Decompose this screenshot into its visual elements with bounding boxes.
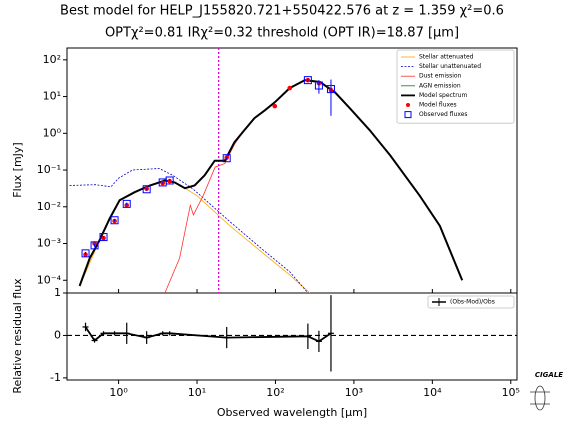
chart-title: Best model for HELP_J155820.721+550422.5… (60, 4, 504, 19)
series-line (78, 79, 464, 287)
plot-area (67, 295, 517, 372)
observed-flux (303, 76, 312, 85)
observed-flux (99, 233, 108, 242)
x-axis-label: Observed wavelength [μm] (217, 406, 367, 419)
y-tick-label: 10² (43, 53, 61, 66)
legend-label: Stellar unattenuated (419, 63, 481, 70)
legend-label: AGN emission (419, 82, 461, 89)
legend-label: Stellar attenuated (419, 54, 474, 61)
x-tick-label: 10⁵ (502, 386, 520, 399)
y-tick-label: 10⁻⁴ (37, 273, 62, 286)
legend-label: Model fluxes (419, 102, 457, 109)
observed-flux (326, 85, 335, 94)
residual-line (84, 326, 332, 343)
observed-flux (165, 176, 174, 185)
legend-label: (Obs-Mod)/Obs (450, 299, 495, 306)
observed-flux (90, 241, 99, 250)
y-tick-label: 10⁻³ (37, 237, 61, 250)
x-tick-label: 10¹ (188, 386, 206, 399)
y-tick-label: 10⁰ (43, 126, 62, 139)
y-tick-label: 1 (54, 286, 61, 299)
legend-box (396, 49, 515, 124)
plot-area (69, 48, 464, 293)
logo-text: CIGALE (535, 371, 563, 379)
y-axis-label: Relative residual flux (11, 278, 24, 394)
observed-flux (314, 81, 323, 90)
legend-label: Dust emission (419, 73, 462, 80)
y-tick-label: 0 (54, 328, 61, 341)
y-tick-label: 10⁻¹ (37, 163, 61, 176)
model-flux (287, 85, 293, 91)
x-tick-label: 10⁰ (109, 386, 128, 399)
plot-frame (66, 292, 518, 381)
legend-swatch (406, 103, 410, 107)
observed-flux (81, 249, 90, 258)
y-tick-label: 10¹ (43, 90, 61, 103)
x-tick-label: 10³ (345, 386, 363, 399)
model-flux (272, 103, 278, 109)
x-tick-label: 10⁴ (423, 386, 442, 399)
legend-label: Model spectrum (419, 92, 467, 99)
observed-flux (122, 199, 131, 208)
chart-subtitle: OPTχ²=0.81 IRχ²=0.32 threshold (OPT IR)=… (105, 26, 459, 41)
y-axis-label: Flux [mJy] (11, 142, 24, 197)
observed-flux (142, 185, 151, 194)
x-tick-label: 10² (266, 386, 284, 399)
observed-flux (222, 154, 231, 163)
legend-box (427, 295, 515, 309)
legend-label: Observed fluxes (419, 111, 468, 118)
logo (530, 385, 550, 411)
y-tick-label: -1 (50, 371, 61, 384)
observed-flux (110, 216, 119, 225)
legend-swatch (404, 111, 412, 119)
y-tick-label: 10⁻² (37, 200, 61, 213)
series-line (69, 168, 309, 293)
